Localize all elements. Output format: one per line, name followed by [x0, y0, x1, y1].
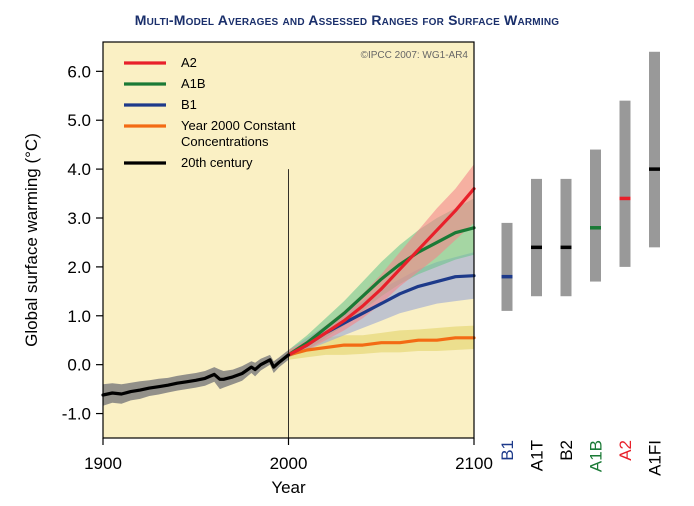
scenario-label-a1fi: A1FI [646, 440, 665, 476]
range-bar-b1 [501, 222, 513, 311]
series-line-20th-century [101, 353, 291, 397]
legend-label: Concentrations [181, 134, 269, 149]
range-bar-a1t [531, 178, 542, 297]
y-tick-label: 4.0 [67, 160, 91, 179]
y-axis-ticks: -1.0 0.0 1.0 2.0 3.0 4.0 5.0 6.0 [62, 62, 103, 424]
y-tick-label: 5.0 [67, 111, 91, 130]
y-tick-label: 2.0 [67, 258, 91, 277]
legend-label: B1 [181, 97, 197, 112]
x-axis-ticks: 1900 2000 2100 [84, 438, 493, 473]
y-tick-label: -1.0 [62, 405, 91, 424]
band-20th-century [103, 350, 289, 406]
chart-title: Multi-Model Averages and Assessed Ranges… [135, 12, 559, 28]
series-lines [101, 187, 476, 397]
x-tick-label: 1900 [84, 454, 122, 473]
range-bar-a1b [590, 149, 601, 282]
y-axis-label: Global surface warming (°C) [22, 133, 41, 347]
x-axis-label: Year [271, 478, 306, 497]
series-line-a1b [286, 226, 476, 357]
range-bar-b2 [560, 178, 572, 297]
legend-label: Year 2000 Constant [181, 118, 296, 133]
y-tick-label: 6.0 [67, 62, 91, 81]
range-bar-a2 [619, 100, 631, 267]
y-tick-label: 3.0 [67, 209, 91, 228]
x-tick-label: 2000 [270, 454, 308, 473]
range-bar-a1fi [649, 51, 660, 248]
y-tick-label: 0.0 [67, 356, 91, 375]
copyright-credit: ©IPCC 2007: WG1-AR4 [361, 50, 469, 61]
legend-label: A1B [181, 76, 206, 91]
scenario-label-a1t: A1T [528, 440, 547, 471]
y-tick-label: 1.0 [67, 307, 91, 326]
scenario-label-b1: B1 [498, 440, 517, 461]
legend-label: A2 [181, 55, 197, 70]
scenario-label-a2: A2 [616, 440, 635, 461]
series-line-a2 [286, 187, 476, 357]
legend-label: 20th century [181, 155, 253, 170]
series-line-year-2000-constant-concentrations [286, 336, 476, 357]
x-tick-label: 2100 [455, 454, 493, 473]
scenario-range-bars: B1 A1T B2 A1B A2 A1FI [498, 51, 665, 476]
scenario-label-a1b: A1B [587, 440, 606, 472]
scenario-label-b2: B2 [557, 440, 576, 461]
